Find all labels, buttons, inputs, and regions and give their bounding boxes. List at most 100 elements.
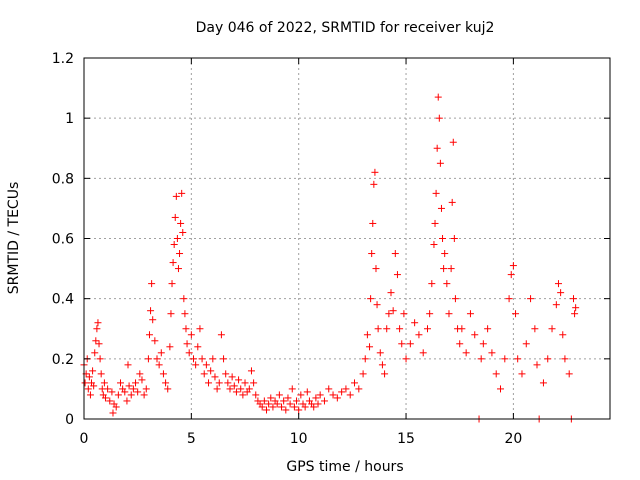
- data-point: [297, 391, 305, 399]
- data-point: [86, 391, 94, 399]
- data-point: [477, 355, 485, 363]
- x-tick-label: 20: [504, 431, 522, 447]
- data-point: [147, 307, 155, 315]
- data-point: [180, 295, 188, 303]
- data-point: [91, 349, 99, 357]
- data-point: [93, 325, 101, 333]
- data-point: [419, 349, 427, 357]
- data-point: [370, 180, 378, 188]
- data-point: [374, 325, 382, 333]
- data-point: [132, 379, 140, 387]
- data-point: [359, 370, 367, 378]
- data-point: [316, 391, 324, 399]
- data-point: [505, 295, 513, 303]
- data-point: [194, 343, 202, 351]
- data-point: [209, 355, 217, 363]
- data-point: [192, 361, 200, 369]
- data-point: [484, 325, 492, 333]
- data-point: [376, 349, 384, 357]
- y-tick-label: 0: [65, 412, 74, 428]
- data-point: [220, 355, 228, 363]
- data-point: [434, 93, 442, 101]
- y-tick-label: 0.8: [52, 171, 74, 187]
- y-tick-label: 0.4: [52, 292, 74, 308]
- data-point: [314, 400, 322, 408]
- data-point: [162, 379, 170, 387]
- data-point: [548, 325, 556, 333]
- data-point: [151, 337, 159, 345]
- data-point: [127, 391, 135, 399]
- data-point: [84, 385, 92, 393]
- data-point: [205, 379, 213, 387]
- data-point: [108, 388, 116, 396]
- data-point: [159, 370, 167, 378]
- data-point: [170, 241, 178, 249]
- y-tick-label: 1.2: [52, 51, 74, 67]
- data-point: [215, 379, 223, 387]
- data-point: [224, 379, 232, 387]
- data-point: [333, 394, 341, 402]
- data-point: [561, 355, 569, 363]
- data-point: [351, 379, 359, 387]
- data-point: [140, 391, 148, 399]
- data-point: [81, 379, 89, 387]
- data-point: [544, 355, 552, 363]
- y-tick-label: 1: [65, 111, 74, 127]
- data-point: [286, 400, 294, 408]
- data-point: [267, 394, 275, 402]
- data-point: [373, 301, 381, 309]
- data-point: [471, 331, 479, 339]
- data-point: [518, 370, 526, 378]
- data-point: [439, 235, 447, 242]
- data-point: [138, 376, 146, 384]
- data-point: [232, 388, 240, 396]
- data-point: [451, 295, 459, 303]
- data-point: [512, 310, 520, 318]
- data-point: [239, 391, 247, 399]
- data-point: [435, 114, 443, 122]
- data-point: [325, 385, 333, 393]
- data-point: [288, 385, 296, 393]
- data-point: [415, 331, 423, 339]
- data-point: [284, 394, 292, 402]
- data-point: [433, 144, 441, 152]
- data-point: [121, 388, 129, 396]
- data-point: [396, 325, 404, 333]
- data-point: [149, 316, 157, 324]
- data-point: [260, 397, 268, 405]
- data-point: [441, 250, 449, 258]
- data-point: [479, 340, 487, 348]
- data-point: [430, 241, 438, 249]
- data-point: [166, 343, 174, 351]
- data-point: [167, 310, 175, 318]
- data-point: [262, 406, 270, 414]
- data-point: [155, 361, 163, 369]
- data-point: [273, 400, 281, 408]
- data-point: [406, 340, 414, 348]
- data-point: [572, 304, 580, 312]
- data-point: [552, 301, 560, 309]
- data-point: [85, 373, 93, 381]
- data-point: [387, 289, 395, 297]
- data-point: [488, 349, 496, 357]
- data-point: [355, 385, 363, 393]
- data-point: [533, 361, 541, 369]
- data-point: [290, 403, 298, 411]
- data-point: [189, 355, 197, 363]
- data-point: [466, 310, 474, 318]
- data-point: [389, 307, 397, 315]
- data-point: [554, 280, 562, 288]
- data-point: [101, 394, 109, 402]
- data-point: [437, 204, 445, 212]
- data-point: [367, 295, 375, 303]
- data-point: [448, 198, 456, 206]
- data-point: [245, 385, 253, 393]
- data-point: [282, 406, 290, 414]
- data-point: [312, 394, 320, 402]
- data-point: [570, 295, 578, 303]
- data-point: [557, 289, 565, 297]
- data-point: [456, 340, 464, 348]
- data-point: [450, 235, 458, 242]
- data-point: [179, 228, 187, 236]
- data-point: [432, 189, 440, 197]
